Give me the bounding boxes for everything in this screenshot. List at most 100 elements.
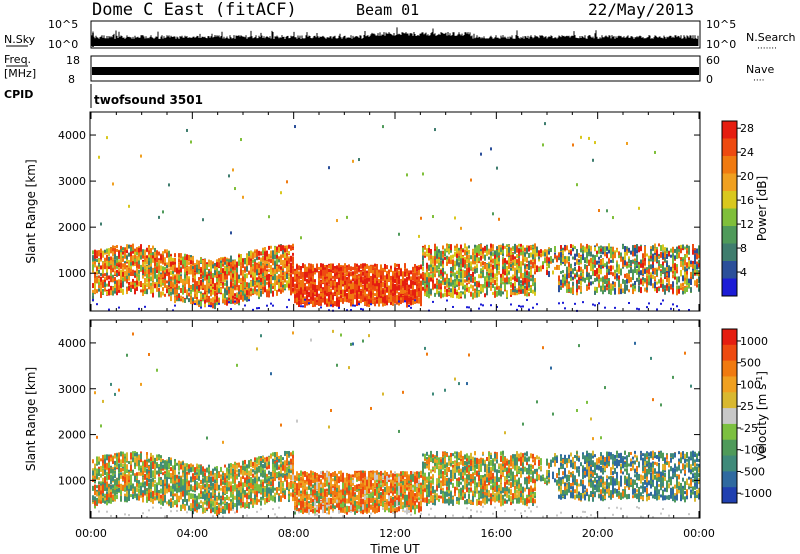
power-echo [272,286,274,290]
power-echo [524,277,526,283]
power-echo-sparse [434,128,436,132]
power-echo [636,262,638,267]
power-echo [608,289,610,295]
power-echo [576,258,578,265]
power-echo [146,283,148,288]
power-echo [360,281,362,288]
power-echo [410,289,412,295]
power-echo [196,265,198,269]
power-echo [304,291,306,295]
power-echo [234,296,236,300]
power-echo-near [496,305,498,308]
power-echo [116,265,118,269]
power-echo [614,252,616,259]
power-echo [154,268,156,274]
power-echo [566,245,568,251]
power-echo [534,248,536,255]
power-echo [370,290,372,296]
power-echo [336,291,338,297]
power-echo [328,272,330,279]
power-echo [548,251,550,255]
power-echo [208,270,210,275]
power-echo [166,249,168,256]
power-echo [482,284,484,289]
power-echo [468,279,470,284]
power-echo [268,291,270,298]
power-echo [348,264,350,268]
power-echo [392,270,394,275]
power-echo [456,243,458,249]
power-echo [608,278,610,282]
power-echo [312,290,314,294]
power-echo [150,252,152,257]
power-echo-near [234,300,236,303]
power-echo [338,267,340,272]
power-echo [570,287,572,294]
power-echo [222,278,224,282]
power-echo [524,288,526,295]
power-echo [544,249,546,254]
power-echo [450,277,452,282]
power-echo [576,269,578,275]
power-echo [394,267,396,271]
power-echo [620,288,622,295]
power-echo [254,286,256,292]
power-echo [642,262,644,268]
power-echo [326,264,328,268]
power-echo [342,297,344,304]
power-echo-near [230,308,232,311]
power-echo [532,282,534,287]
power-echo [358,301,360,305]
power-echo [522,245,524,252]
power-echo-sparse [128,204,130,208]
power-echo [166,270,168,274]
power-echo [366,293,368,297]
power-echo [180,278,182,283]
power-echo [478,257,480,262]
power-echo [130,281,132,285]
power-echo [366,270,368,274]
power-echo [402,277,404,283]
power-echo-near [598,302,600,305]
power-echo [392,293,394,297]
power-echo [270,284,272,291]
power-echo [250,257,252,263]
power-echo [444,278,446,284]
power-echo-sparse [186,128,188,132]
power-echo [492,272,494,279]
power-echo [128,275,130,281]
power-echo [408,288,410,294]
power-echo [426,248,428,254]
power-echo [608,243,610,249]
power-echo [284,283,286,289]
power-echo [116,287,118,292]
power-echo-near [350,309,352,312]
power-echo [186,254,188,261]
power-echo-sparse [286,180,288,184]
power-echo [328,265,330,269]
power-echo [458,262,460,268]
power-echo [624,288,626,294]
power-echo [284,248,286,253]
power-echo-near [200,306,202,309]
power-echo [532,254,534,260]
power-echo [264,251,266,257]
power-echo-sparse [268,215,270,219]
power-echo [498,251,500,258]
power-echo [456,253,458,258]
power-echo [438,255,440,260]
power-echo [508,246,510,250]
power-echo [632,272,634,279]
power-echo [514,260,516,265]
power-echo [544,253,546,257]
power-echo [626,284,628,291]
power-echo [292,287,294,292]
power-echo [456,276,458,283]
power-echo [600,285,602,292]
power-echo [244,258,246,265]
power-echo [152,272,154,279]
power-echo [488,281,490,288]
power-echo [152,252,154,257]
power-echo [320,282,322,289]
power-echo [428,287,430,294]
